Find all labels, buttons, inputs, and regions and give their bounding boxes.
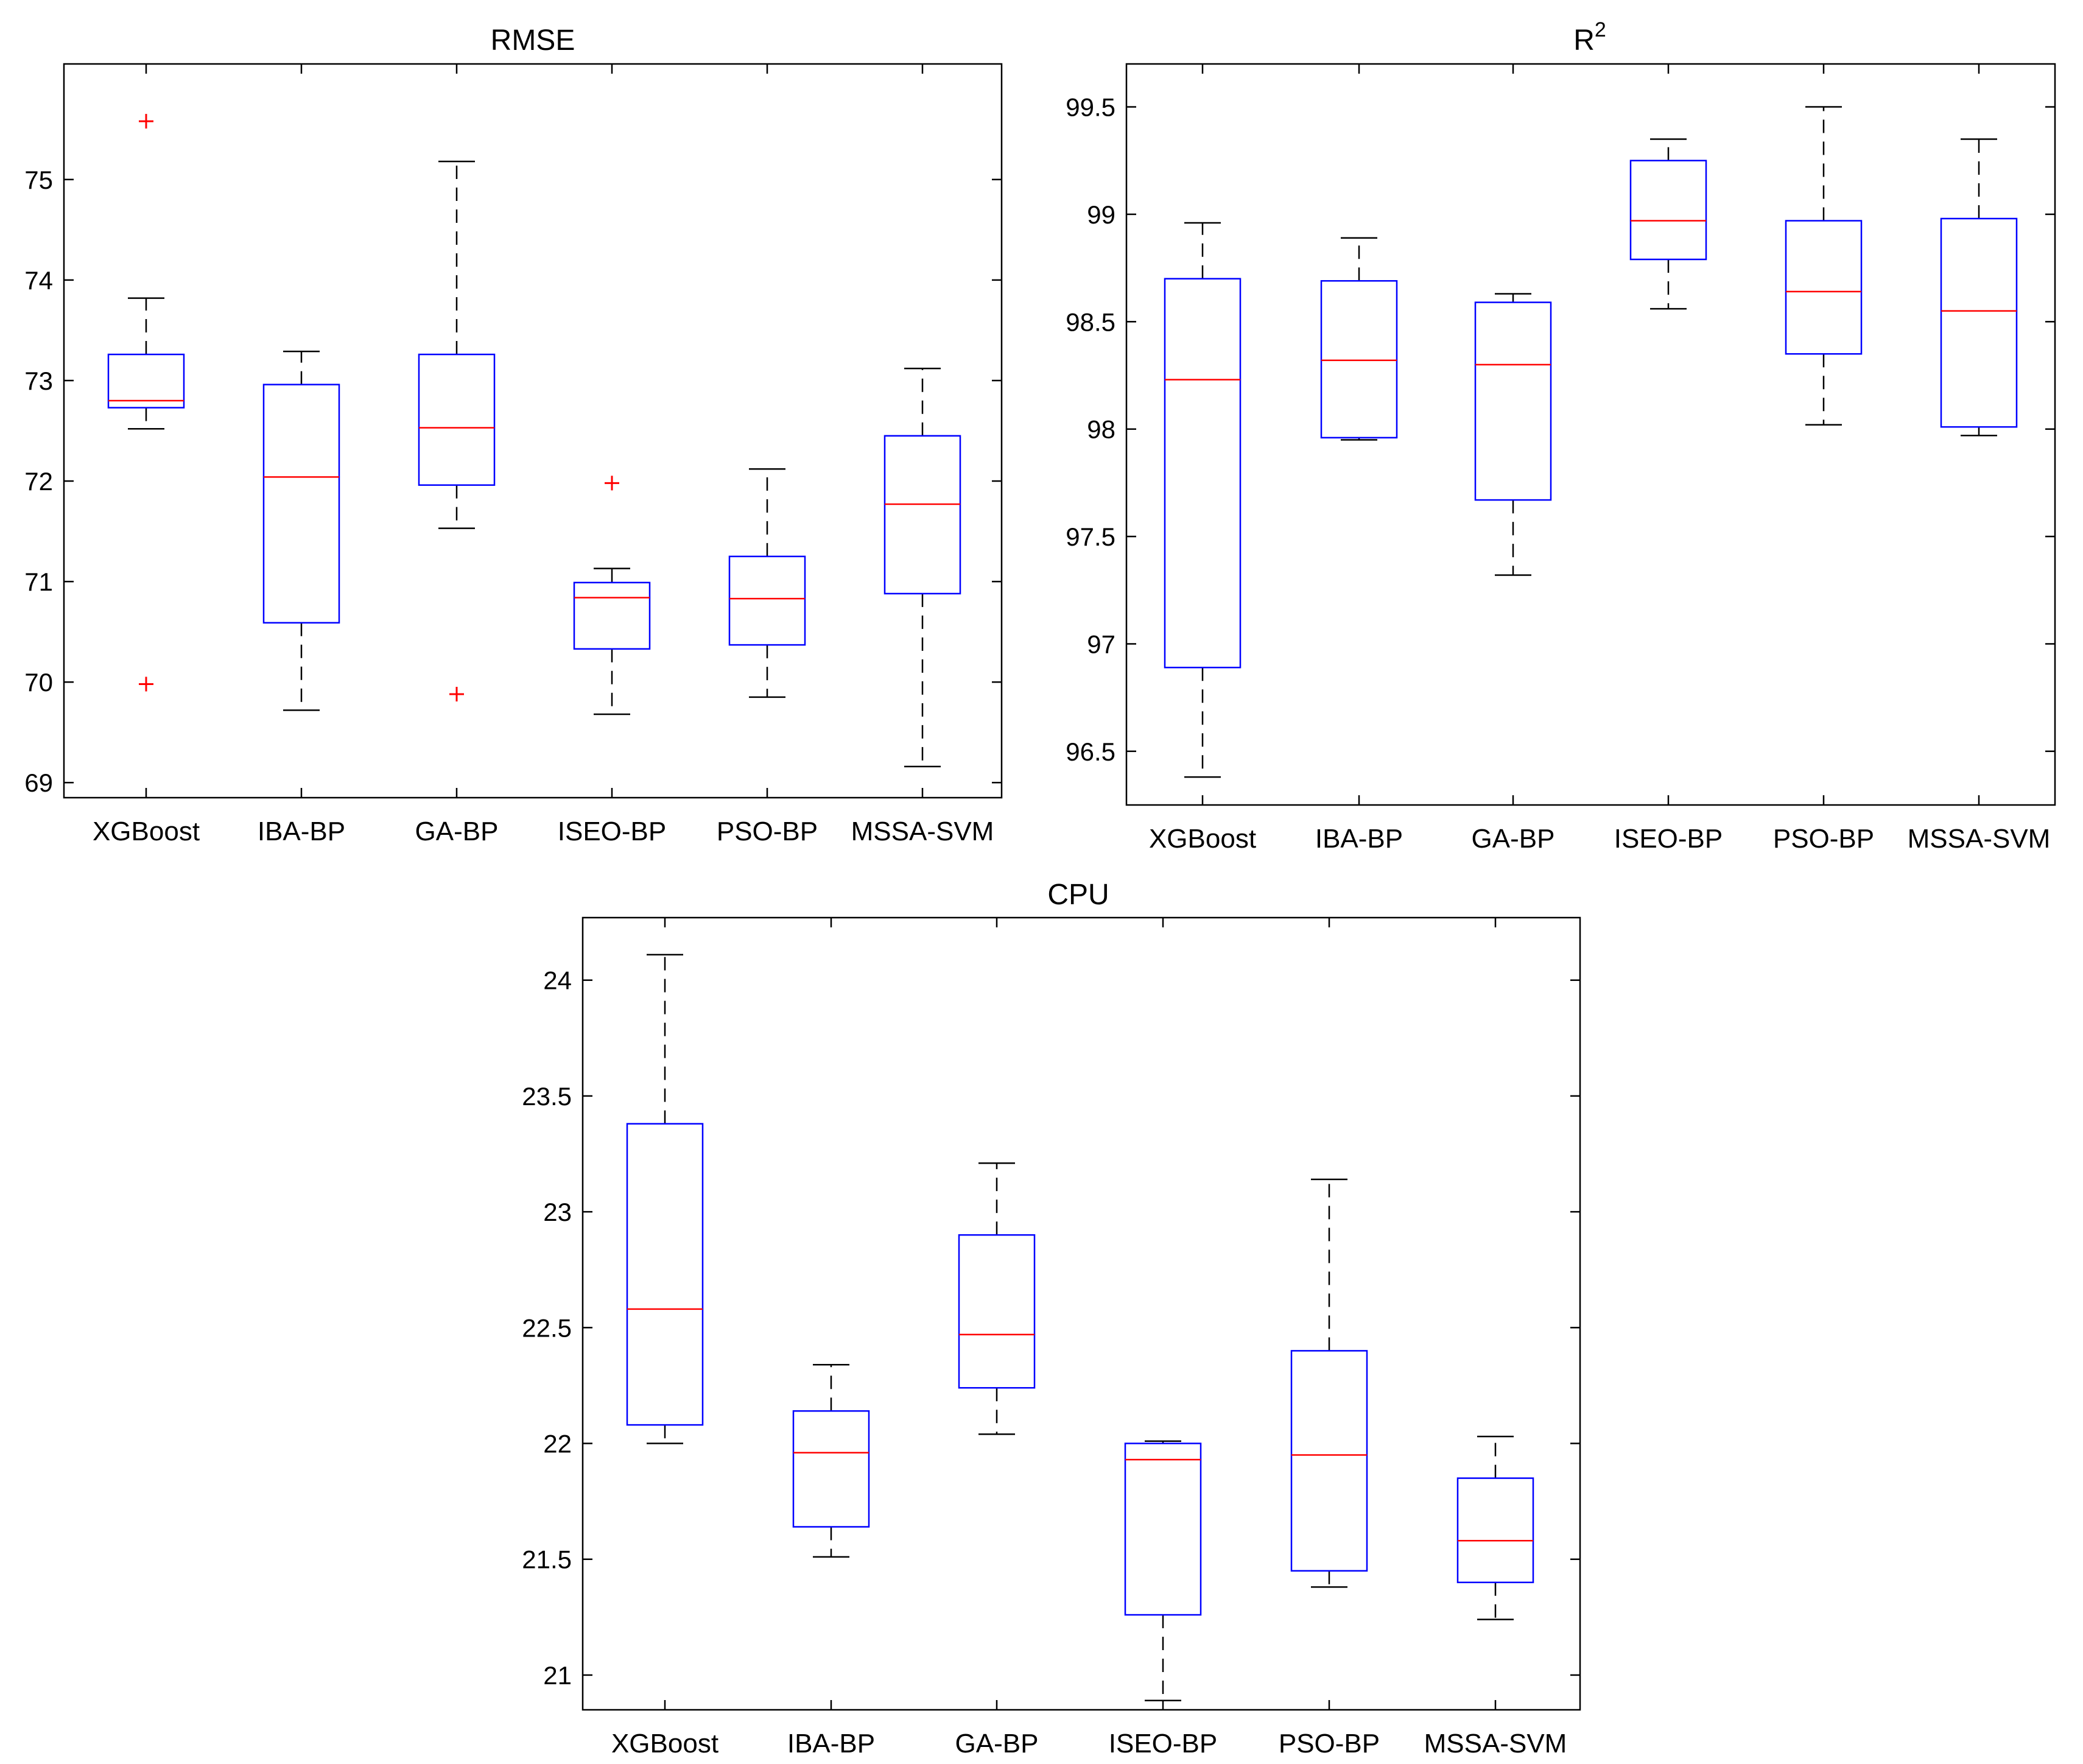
panel-cpu: CPU 21 21.5 22 22.5 23 23.5 24 XGBoost IBA-BP GA-… (522, 879, 1581, 1759)
cpu-title: CPU (1047, 879, 1109, 911)
r2-category-label: GA-BP (1472, 824, 1555, 854)
rmse-category-label: IBA-BP (258, 817, 345, 846)
cpu-category-label: XGBoost (611, 1729, 718, 1759)
r2-box (1785, 220, 1863, 355)
r2-ytick-label: 96.5 (1066, 737, 1115, 766)
r2-title: R2 (1573, 18, 1606, 57)
rmse-ytick-label: 75 (24, 166, 53, 194)
cpu-ytick-label: 21.5 (522, 1545, 572, 1574)
rmse-category-label: GA-BP (415, 817, 499, 846)
rmse-ytick-label: 72 (24, 467, 53, 496)
cpu-axes-frame (581, 916, 1581, 1711)
r2-box (1474, 301, 1552, 501)
cpu-category-label: IBA-BP (787, 1729, 875, 1759)
r2-box (1164, 278, 1242, 669)
r2-ytick-label: 98.5 (1066, 307, 1115, 336)
rmse-outlier-marker (139, 676, 153, 692)
cpu-box (626, 1123, 704, 1426)
rmse-category-label: XGBoost (93, 817, 200, 846)
cpu-ytick-label: 22.5 (522, 1313, 572, 1342)
rmse-category-label: MSSA-SVM (851, 817, 994, 846)
r2-box (1629, 160, 1707, 261)
cpu-box (1290, 1350, 1368, 1572)
rmse-box (107, 353, 185, 409)
rmse-ytick-label: 73 (24, 367, 53, 395)
rmse-box (883, 435, 961, 595)
cpu-ytick-label: 24 (543, 966, 572, 995)
rmse-ytick-label: 69 (24, 768, 53, 797)
r2-box (1940, 217, 2018, 428)
cpu-box (1124, 1442, 1202, 1616)
cpu-category-label: GA-BP (955, 1729, 1039, 1759)
r2-category-label: MSSA-SVM (1908, 824, 2051, 854)
r2-box (1320, 280, 1398, 439)
rmse-ytick-label: 70 (24, 668, 53, 697)
r2-category-label: PSO-BP (1773, 824, 1874, 854)
cpu-ytick-label: 22 (543, 1430, 572, 1458)
rmse-title: RMSE (491, 24, 575, 57)
rmse-ytick-label: 71 (24, 568, 53, 596)
rmse-box (728, 555, 806, 646)
cpu-category-label: ISEO-BP (1109, 1729, 1218, 1759)
r2-category-label: ISEO-BP (1614, 824, 1723, 854)
rmse-category-label: ISEO-BP (558, 817, 667, 846)
rmse-box (418, 353, 496, 486)
r2-category-label: IBA-BP (1315, 824, 1403, 854)
r2-category-label: XGBoost (1149, 824, 1256, 854)
r2-ytick-label: 99 (1087, 200, 1115, 229)
r2-title-superscript: 2 (1595, 18, 1606, 41)
rmse-box (573, 582, 651, 650)
r2-ytick-label: 97 (1087, 630, 1115, 658)
r2-ytick-label: 97.5 (1066, 522, 1115, 551)
panel-r2: R2 96.5 97 97.5 98 98.5 99 99.5 XGBoost IBA-BP GA… (1066, 18, 2056, 854)
rmse-box (262, 384, 340, 624)
panel-rmse: RMSE 69 70 71 72 73 74 75 XGBoost IBA-BP GA-BP ISE… (24, 24, 1003, 846)
r2-ytick-label: 98 (1087, 415, 1115, 444)
rmse-outlier-marker (449, 686, 464, 701)
rmse-ytick-label: 74 (24, 266, 53, 295)
cpu-ytick-label: 21 (543, 1661, 572, 1690)
rmse-axes-frame (63, 63, 1003, 799)
rmse-category-label: PSO-BP (717, 817, 818, 846)
cpu-category-label: PSO-BP (1279, 1729, 1380, 1759)
cpu-box (792, 1410, 870, 1528)
r2-ytick-label: 99.5 (1066, 93, 1115, 122)
rmse-outlier-marker (605, 476, 619, 491)
r2-title-base: R (1573, 24, 1595, 57)
cpu-category-label: MSSA-SVM (1424, 1729, 1567, 1759)
cpu-ytick-label: 23.5 (522, 1082, 572, 1111)
cpu-box (958, 1234, 1036, 1389)
cpu-box (1456, 1477, 1534, 1584)
cpu-ytick-label: 23 (543, 1198, 572, 1226)
rmse-outlier-marker (139, 114, 153, 129)
r2-axes-frame (1125, 63, 2056, 806)
